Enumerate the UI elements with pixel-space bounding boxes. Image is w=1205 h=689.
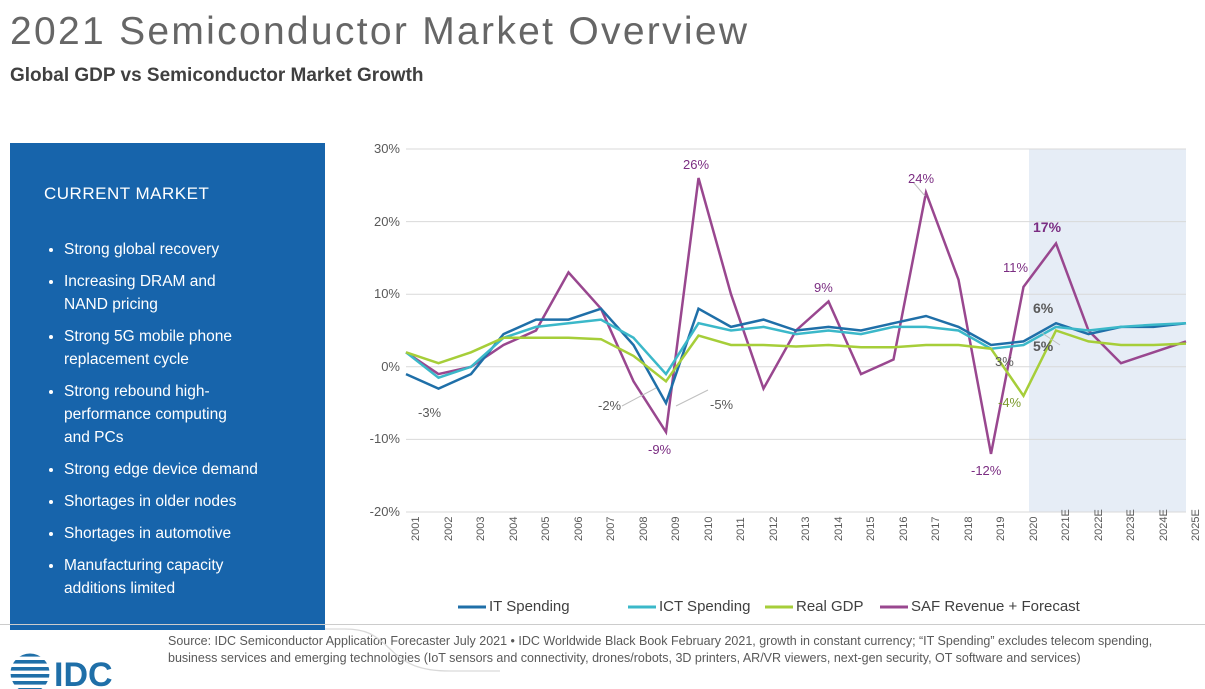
svg-text:IDC: IDC <box>54 656 113 689</box>
